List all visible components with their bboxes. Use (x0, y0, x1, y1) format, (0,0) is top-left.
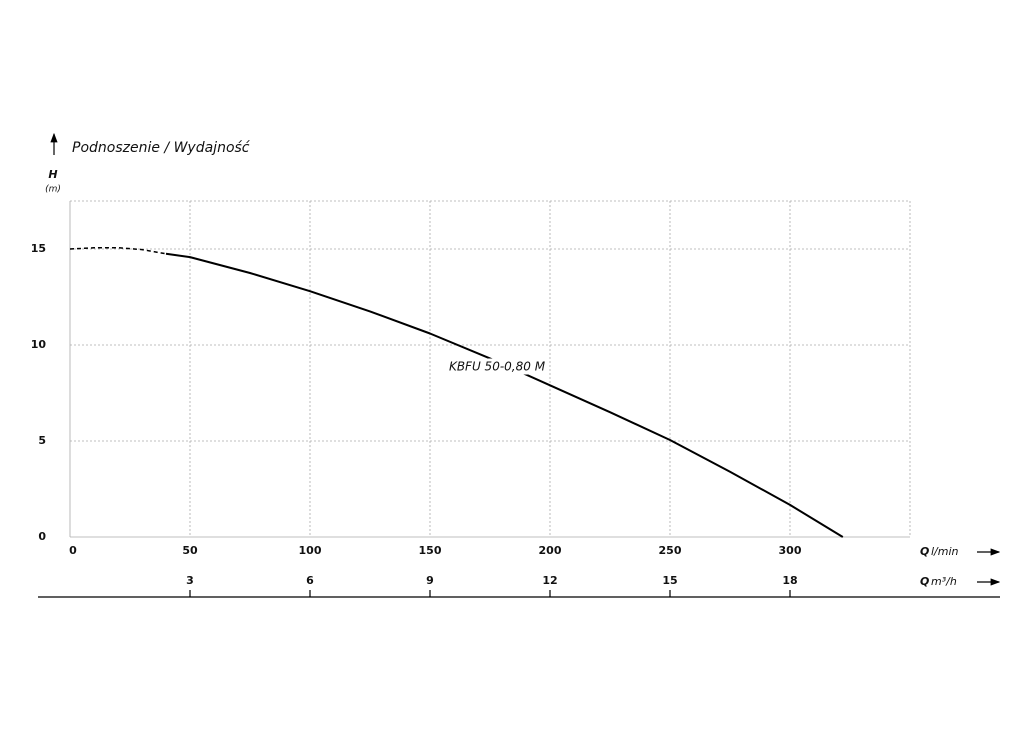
y-tick-label: 0 (38, 530, 46, 543)
x2-label-unit: m³/h (931, 575, 957, 588)
x2-tick-label: 18 (782, 574, 797, 587)
x2-tick-label: 6 (306, 574, 314, 587)
x2-tick-label: 15 (662, 574, 677, 587)
x2-tick-label: 12 (542, 574, 557, 587)
x2-tick-label: 3 (186, 574, 194, 587)
x2-tick-label: 9 (426, 574, 434, 587)
y-label-unit: (m) (45, 185, 61, 195)
x2-label-symbol: Q (920, 575, 929, 588)
curve-annotation: KBFU 50-0,80 M (449, 360, 546, 374)
pump-curve (69, 246, 167, 255)
x-label-unit: l/min (931, 545, 959, 558)
x-tick-label: 50 (182, 544, 198, 557)
annotation-background (446, 358, 548, 375)
x-tick-label: 100 (299, 544, 322, 557)
pump-curve (165, 252, 844, 538)
x-label-symbol: Q (920, 545, 929, 558)
x-tick-label: 150 (419, 544, 442, 557)
y-label-symbol: H (48, 168, 57, 181)
y-tick-label: 10 (31, 338, 47, 351)
x-tick-label: 250 (659, 544, 682, 557)
x-tick-label: 300 (779, 544, 802, 557)
y-tick-label: 5 (38, 434, 46, 447)
chart-title: Podnoszenie / Wydajność (72, 140, 251, 156)
x-tick-label: 0 (69, 544, 77, 557)
y-tick-label: 15 (31, 242, 46, 255)
x-tick-label: 200 (539, 544, 562, 557)
